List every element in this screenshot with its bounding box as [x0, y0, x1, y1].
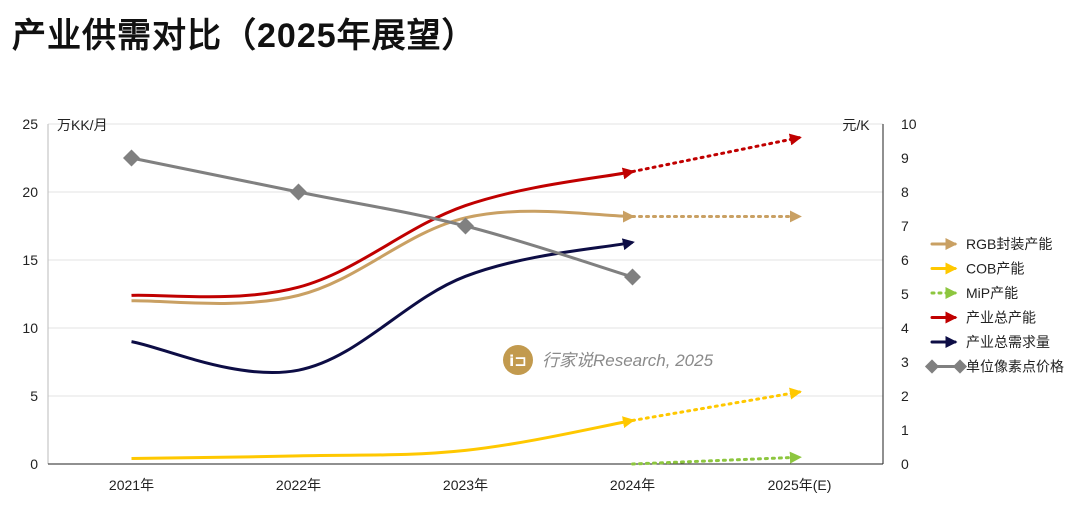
series-line-3	[131, 167, 635, 299]
series-forecast-line-3	[631, 133, 802, 174]
y-right-axis-label: 元/K	[842, 117, 870, 133]
y-right-tick-label: 9	[901, 150, 909, 166]
y-left-tick-label: 15	[22, 252, 38, 268]
y-right-tick-label: 7	[901, 218, 909, 234]
price-point-marker	[624, 268, 641, 286]
y-right-tick-label: 5	[901, 286, 909, 302]
legend-diamond-icon	[952, 359, 968, 374]
y-left-tick-label: 20	[22, 184, 38, 200]
legend-label: 产业总需求量	[966, 334, 1050, 350]
price-point-marker	[290, 183, 307, 201]
series-line-0	[131, 209, 635, 305]
y-right-tick-label: 2	[901, 388, 909, 404]
legend-label: RGB封装产能	[966, 236, 1052, 252]
y-left-tick-label: 25	[22, 116, 38, 132]
watermark-text: 行家说Research, 2025	[542, 351, 714, 370]
x-tick-label: 2023年	[443, 477, 488, 493]
legend-label: 产业总产能	[966, 310, 1036, 326]
y-left-tick-label: 5	[30, 388, 38, 404]
y-left-axis-label: 万KK/月	[57, 117, 108, 133]
y-right-tick-label: 4	[901, 320, 909, 336]
legend-diamond-icon	[924, 359, 940, 374]
legend-label: MiP产能	[966, 285, 1018, 301]
y-right-tick-label: 8	[901, 184, 909, 200]
y-left-tick-label: 10	[22, 320, 38, 336]
series-line-1	[131, 416, 635, 461]
y-right-tick-label: 6	[901, 252, 909, 268]
x-tick-label: 2022年	[276, 477, 321, 493]
legend-label: COB产能	[966, 261, 1024, 277]
series-forecast-line-1	[631, 387, 802, 422]
y-right-tick-label: 10	[901, 116, 917, 132]
watermark-logo-glyph: ⅰ⊐	[509, 353, 527, 370]
y-right-tick-label: 3	[901, 354, 909, 370]
x-tick-label: 2024年	[610, 477, 655, 493]
y-right-tick-label: 1	[901, 422, 909, 438]
price-point-marker	[123, 149, 140, 167]
series-line-5	[131, 156, 633, 279]
series-forecast-line-2	[631, 451, 802, 466]
x-tick-label: 2021年	[109, 477, 154, 493]
legend-label: 单位像素点价格	[966, 359, 1064, 375]
watermark-logo-icon	[503, 345, 533, 375]
y-right-tick-label: 0	[901, 456, 909, 472]
price-point-marker	[457, 217, 474, 235]
y-left-tick-label: 0	[30, 456, 38, 472]
x-tick-label: 2025年(E)	[768, 477, 832, 493]
page-title: 产业供需对比（2025年展望）	[12, 17, 477, 55]
